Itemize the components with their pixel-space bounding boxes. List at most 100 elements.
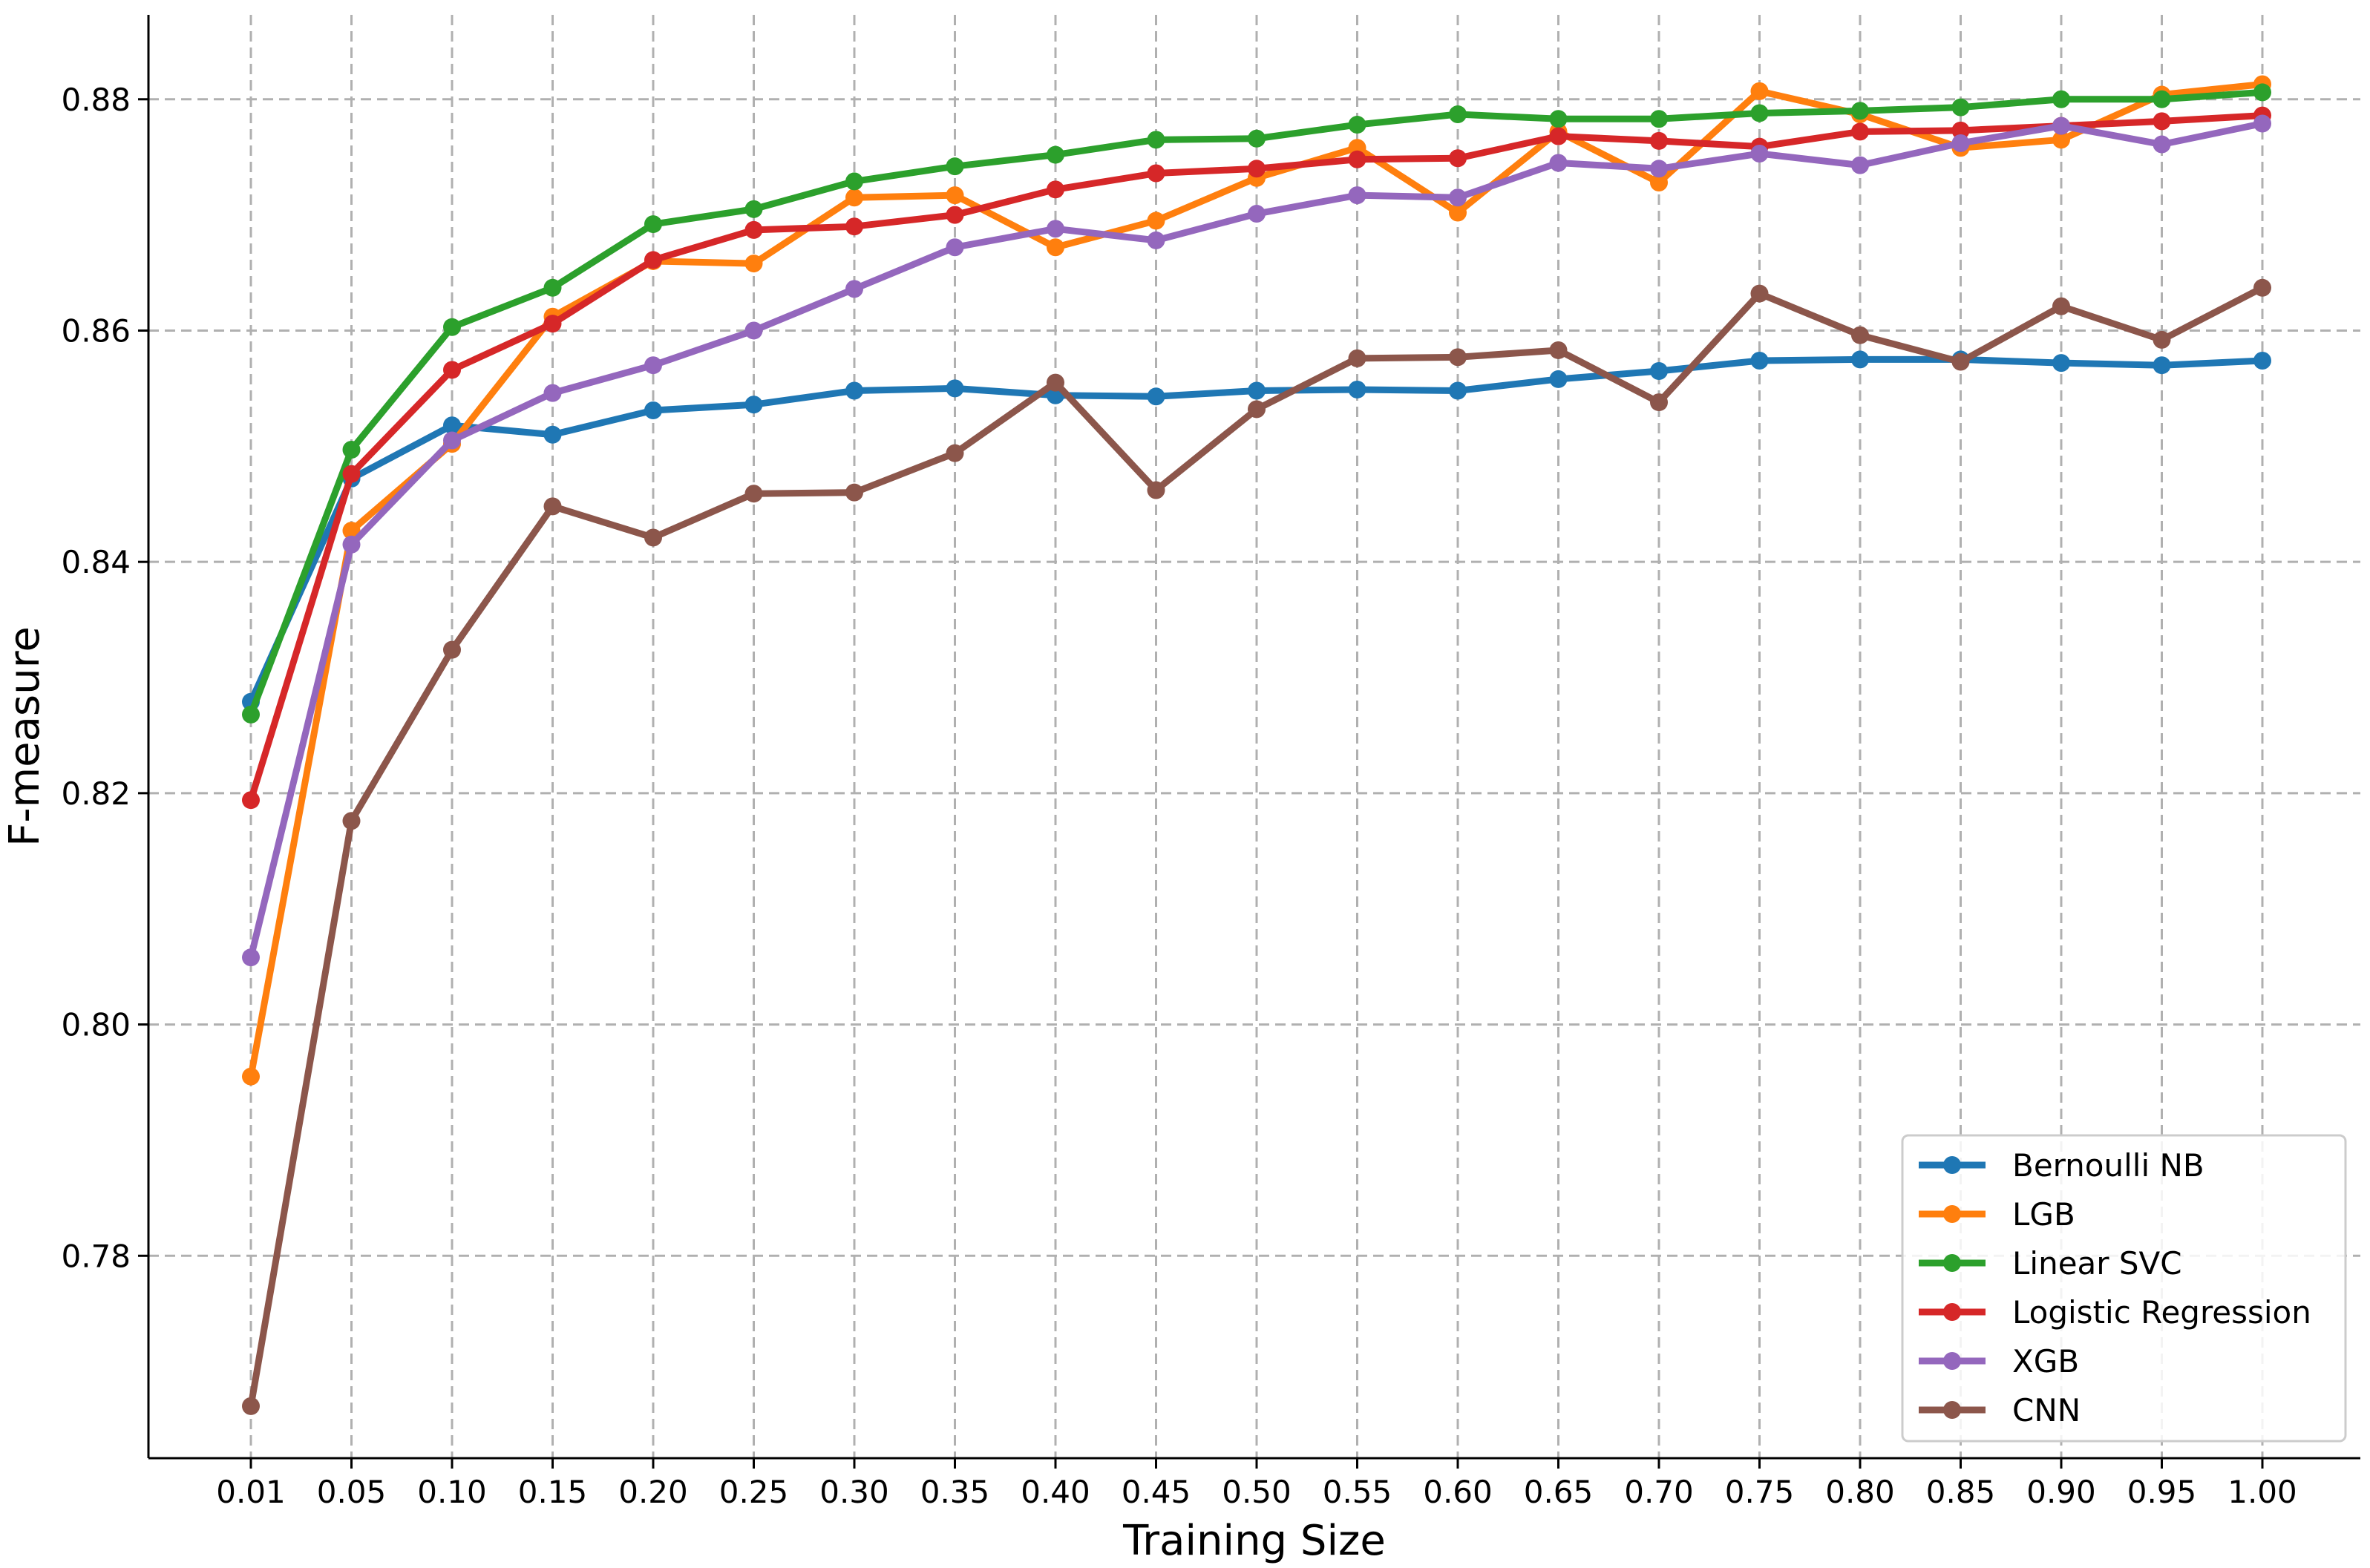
data-point [443,361,461,379]
x-tick-label: 0.90 [2026,1474,2096,1510]
data-point [2052,297,2070,315]
data-point [543,315,562,333]
legend-marker [1943,1352,1961,1370]
data-point [644,401,662,420]
data-point [1348,186,1366,205]
data-point [845,188,863,207]
data-point [644,528,662,547]
data-point [543,278,562,297]
data-point [2153,90,2171,108]
data-point [946,379,964,398]
data-point [1248,129,1266,148]
data-point [242,1397,260,1415]
data-point [2153,135,2171,154]
data-point [1047,220,1064,238]
data-point [242,705,260,724]
data-point [1650,110,1668,128]
data-point [2253,83,2271,102]
grid [148,15,2360,1458]
data-point [946,206,964,224]
data-point [342,440,361,459]
series-linear-svc [242,83,2271,724]
data-point [744,255,763,273]
data-point [242,1067,260,1086]
x-tick-label: 0.75 [1725,1474,1795,1510]
data-point [2052,354,2070,373]
data-point [1650,160,1668,178]
data-point [2253,351,2271,370]
data-point [342,535,361,554]
data-point [1248,205,1266,223]
x-tick-label: 0.50 [1222,1474,1292,1510]
data-point [644,356,662,375]
data-point [845,172,863,191]
data-point [946,157,964,176]
data-point [1851,102,1869,120]
data-point [1650,173,1668,191]
data-point [1750,104,1769,122]
data-point [1449,381,1467,400]
data-point [1047,180,1064,199]
data-point [443,416,461,435]
legend-label: Logistic Regression [2012,1294,2311,1331]
legend-item: Linear SVC [1919,1245,2182,1282]
data-point [845,483,863,502]
data-point [744,200,763,218]
data-point [2052,131,2070,149]
x-tick-label: 0.35 [920,1474,990,1510]
data-point [1851,350,1869,369]
data-point [1650,362,1668,381]
data-point [1549,341,1568,359]
y-axis-ticks: 0.78 0.80 0.82 0.84 0.86 0.88 [61,82,148,1274]
data-point [1248,381,1266,400]
data-point [1851,326,1869,344]
x-tick-label: 0.60 [1423,1474,1493,1510]
data-point [2052,117,2070,135]
data-point [946,186,964,205]
data-point [1147,387,1165,406]
data-point [1851,122,1869,141]
data-point [1951,121,1970,140]
data-point [1951,352,1970,371]
y-axis-title: F-measure [1,626,49,847]
data-point [1650,393,1668,412]
legend-item: Logistic Regression [1919,1294,2311,1331]
y-tick-label: 0.80 [61,1007,131,1043]
data-point [543,497,562,516]
data-point [342,465,361,483]
legend-label: Linear SVC [2012,1245,2182,1282]
data-point [2253,278,2271,297]
data-point [443,318,461,336]
data-point [744,485,763,503]
data-point [1750,284,1769,303]
data-point [1549,110,1568,128]
legend-marker [1943,1401,1961,1419]
x-tick-label: 0.45 [1122,1474,1191,1510]
series-group [242,75,2271,1415]
y-tick-label: 0.84 [61,544,131,580]
legend: Bernoulli NB LGB Linear SVC Logistic Regres… [1901,1134,2347,1443]
data-point [1248,160,1266,178]
x-tick-label: 0.10 [417,1474,487,1510]
data-point [242,791,260,810]
data-point [1147,131,1165,149]
legend-label: Bernoulli NB [2012,1147,2204,1184]
x-tick-label: 0.15 [518,1474,588,1510]
series-xgb [242,114,2271,967]
data-point [342,522,361,540]
data-point [443,431,461,450]
data-point [1951,98,1970,117]
data-point [543,425,562,444]
data-point [1449,105,1467,124]
legend-item: Bernoulli NB [1919,1147,2204,1184]
x-tick-label: 0.80 [1825,1474,1895,1510]
data-point [1047,145,1064,164]
x-tick-label: 0.20 [618,1474,688,1510]
data-point [1348,380,1366,398]
data-point [1750,145,1769,163]
legend-item: LGB [1919,1196,2075,1233]
y-tick-label: 0.82 [61,775,131,812]
data-point [1851,156,1869,174]
data-point [845,381,863,400]
